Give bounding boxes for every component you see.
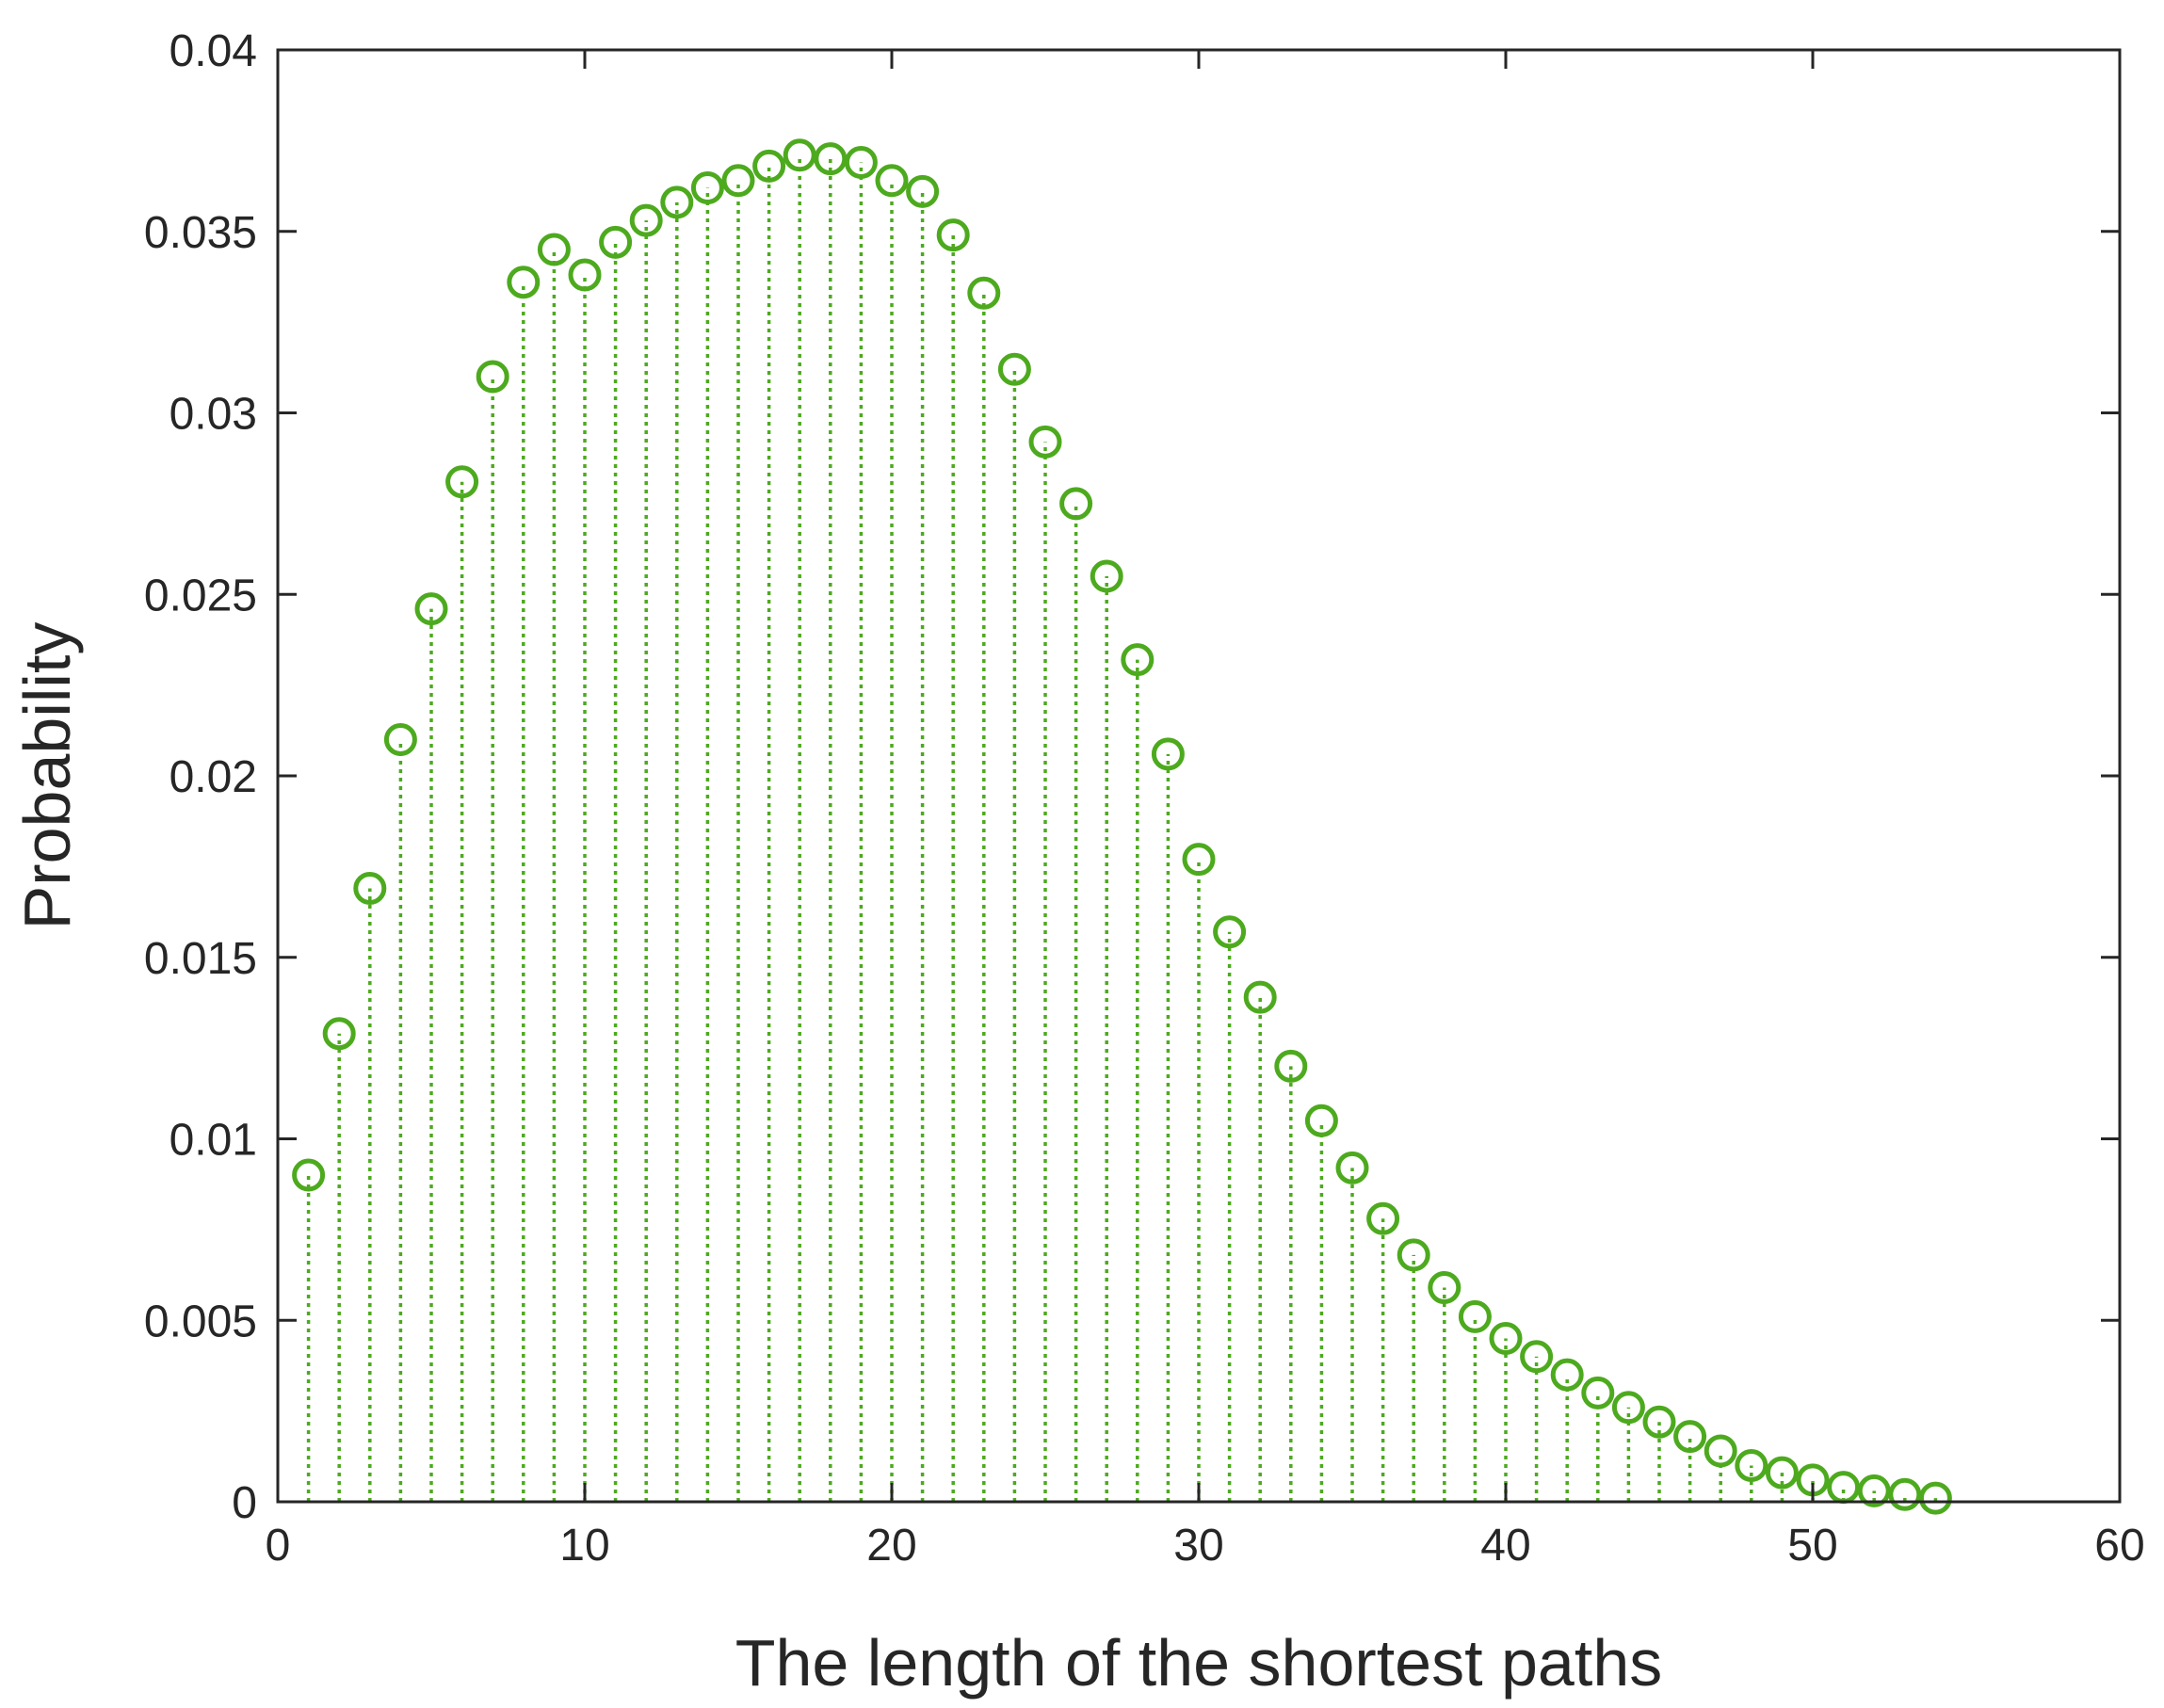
x-tick-label: 0	[266, 1521, 291, 1571]
data-point-marker	[1888, 1477, 1922, 1511]
x-axis-label: The length of the shortest paths	[735, 1626, 1663, 1700]
data-point-marker	[844, 146, 878, 180]
data-point-marker	[1581, 1376, 1615, 1410]
y-tick-label: 0.015	[144, 934, 257, 984]
data-point-marker	[1458, 1299, 1492, 1333]
data-point-marker	[1735, 1448, 1768, 1482]
data-point-marker	[1397, 1238, 1430, 1272]
data-point-marker	[1182, 843, 1216, 877]
data-point-marker	[814, 142, 848, 176]
data-point-marker	[1304, 1104, 1338, 1137]
data-point-marker	[1121, 643, 1155, 677]
data-point-marker	[599, 225, 633, 259]
data-point-marker	[660, 185, 694, 219]
y-tick-label: 0	[232, 1478, 257, 1528]
y-axis-label: Probability	[10, 622, 84, 930]
data-point-marker	[1274, 1049, 1308, 1083]
data-point-marker	[476, 360, 509, 394]
data-point-marker	[568, 258, 602, 292]
data-point-marker	[629, 203, 663, 237]
data-point-marker	[1918, 1481, 1952, 1515]
data-point-marker	[1611, 1391, 1645, 1425]
markers	[292, 138, 1952, 1515]
plot-area	[278, 50, 2120, 1502]
data-point-marker	[721, 164, 755, 198]
y-tick-label: 0.02	[170, 752, 257, 802]
data-point-marker	[507, 266, 541, 299]
data-point-marker	[1489, 1322, 1523, 1356]
data-point-marker	[967, 276, 1001, 310]
data-point-marker	[1213, 915, 1247, 949]
x-tick-label: 50	[1787, 1521, 1837, 1571]
data-point-marker	[1704, 1434, 1737, 1468]
data-point-marker	[1428, 1271, 1462, 1305]
data-point-marker	[783, 138, 816, 172]
data-point-marker	[936, 218, 970, 252]
x-tick-label: 10	[559, 1521, 609, 1571]
data-point-marker	[353, 872, 387, 906]
x-tick-label: 30	[1173, 1521, 1223, 1571]
x-tick-label: 40	[1480, 1521, 1530, 1571]
data-point-marker	[997, 352, 1031, 386]
y-tick-label: 0.03	[170, 390, 257, 440]
data-point-marker	[1059, 487, 1093, 521]
data-point-marker	[1673, 1420, 1707, 1454]
data-point-marker	[690, 170, 724, 204]
data-point-marker	[1151, 737, 1185, 771]
data-point-marker	[445, 465, 479, 499]
data-point-marker	[906, 174, 940, 208]
y-ticks: 0 0.005 0.01 0.015 0.02 0.025 0.03 0.035 0.04	[144, 26, 2120, 1528]
y-tick-label: 0.04	[170, 26, 257, 76]
data-point-marker	[1765, 1456, 1799, 1490]
data-point-marker	[1366, 1201, 1400, 1235]
data-point-marker	[1520, 1340, 1554, 1374]
data-point-marker	[1028, 425, 1062, 459]
stems	[306, 154, 1938, 1502]
x-tick-label: 60	[2094, 1521, 2144, 1571]
x-tick-label: 20	[866, 1521, 916, 1571]
y-tick-label: 0.025	[144, 571, 257, 620]
data-point-marker	[383, 722, 417, 756]
data-point-marker	[1335, 1151, 1369, 1184]
data-point-marker	[1857, 1474, 1891, 1507]
data-point-marker	[1550, 1358, 1584, 1392]
x-ticks: 0 10 20 30 40 50 60	[266, 50, 2145, 1571]
y-tick-label: 0.035	[144, 208, 257, 258]
data-point-marker	[1090, 559, 1123, 593]
data-point-marker	[1243, 980, 1277, 1014]
data-point-marker	[414, 592, 448, 626]
data-point-marker	[292, 1158, 326, 1192]
data-point-marker	[322, 1017, 356, 1051]
data-point-marker	[752, 149, 786, 183]
data-point-marker	[875, 164, 909, 198]
y-tick-label: 0.005	[144, 1297, 257, 1346]
data-point-marker	[537, 233, 571, 266]
y-tick-label: 0.01	[170, 1116, 257, 1166]
data-point-marker	[1642, 1405, 1676, 1439]
